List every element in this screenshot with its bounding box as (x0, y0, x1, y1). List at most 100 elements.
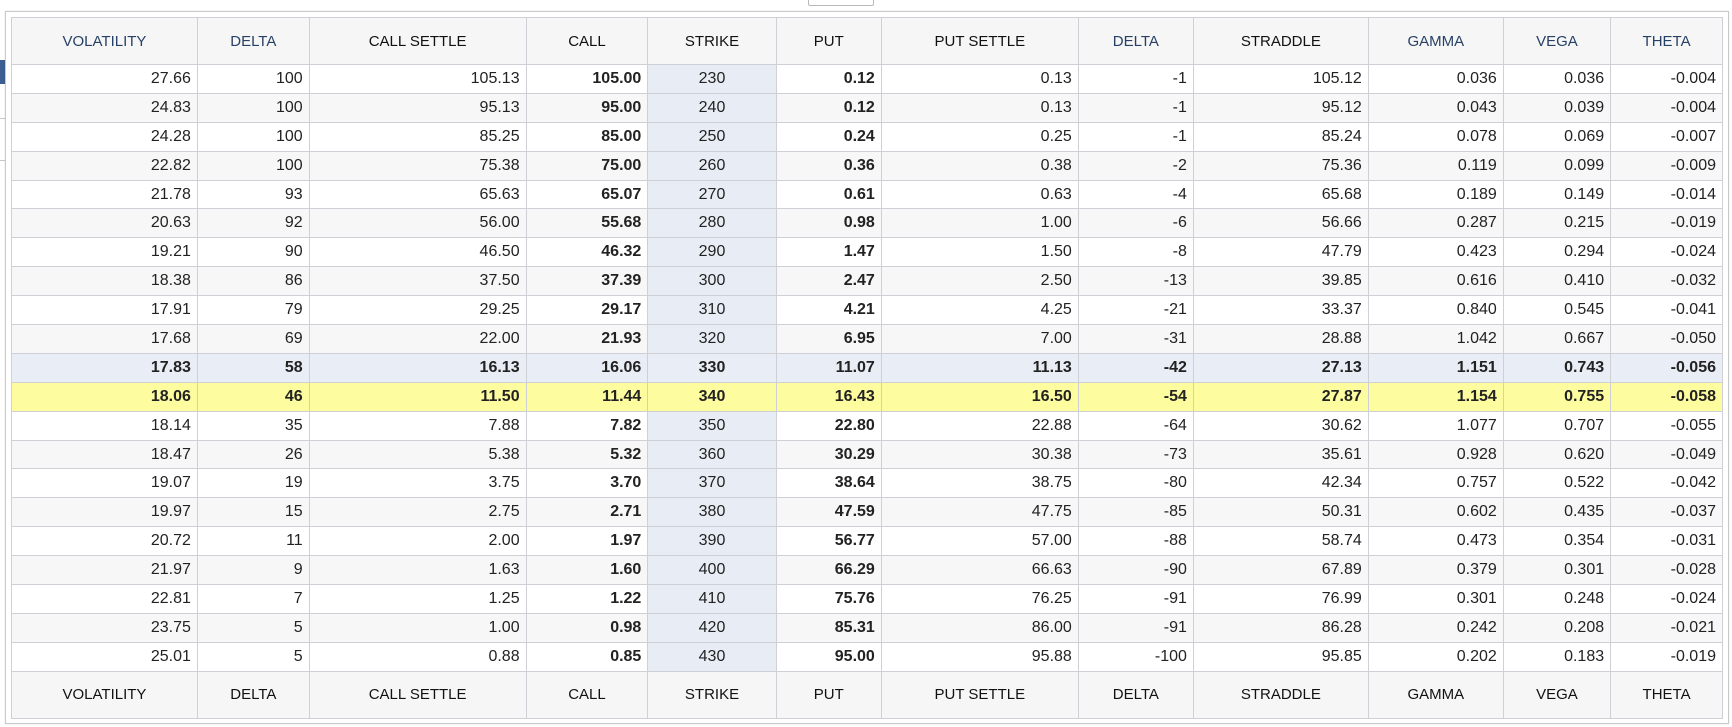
cell-call-delta: 100 (196, 92, 310, 123)
cell-put-settle: 0.25 (880, 121, 1079, 152)
cell-call-settle: 7.88 (308, 410, 527, 441)
cell-call-delta: 86 (196, 266, 310, 297)
col-header-straddle[interactable]: STRADDLE (1192, 17, 1369, 65)
col-header-theta[interactable]: THETA (1610, 17, 1723, 65)
cell-straddle: 35.61 (1192, 439, 1369, 470)
cell-gamma: 1.042 (1367, 324, 1504, 354)
table-row[interactable]: 17.91 79 29.25 29.17 310 4.21 4.25 -21 33.37 0.84… (11, 295, 1723, 326)
table-row[interactable]: 23.75 5 1.00 0.98 420 85.31 86.00 -91 86.28 0.242… (11, 612, 1723, 643)
cell-put-delta: -100 (1077, 641, 1194, 672)
cell-straddle: 30.62 (1192, 410, 1369, 441)
col-header-strike[interactable]: STRIKE (647, 17, 777, 65)
cell-call-settle: 0.88 (308, 641, 527, 672)
cell-strike: 380 (647, 497, 777, 528)
cell-put: 1.47 (775, 237, 882, 268)
cell-theta: -0.058 (1610, 381, 1723, 412)
col-header-put[interactable]: PUT (775, 17, 882, 65)
cell-vega: 0.208 (1502, 612, 1612, 643)
col-footer-call: CALL (525, 670, 649, 719)
cell-call-settle: 37.50 (308, 266, 527, 297)
cell-put-settle: 7.00 (880, 324, 1079, 354)
cell-volatility: 23.75 (11, 612, 198, 643)
cell-put-settle: 0.38 (880, 150, 1079, 181)
cell-volatility: 17.68 (11, 324, 198, 354)
cell-put-delta: -91 (1077, 584, 1194, 614)
table-row[interactable]: 19.07 19 3.75 3.70 370 38.64 38.75 -80 42.34 0.75… (11, 468, 1723, 499)
table-row[interactable]: 19.21 90 46.50 46.32 290 1.47 1.50 -8 47.79 0.423… (11, 237, 1723, 268)
cell-call-delta: 35 (196, 410, 310, 441)
cell-theta: -0.042 (1610, 468, 1723, 499)
table-row[interactable]: 25.01 5 0.88 0.85 430 95.00 95.88 -100 95.85 0.20… (11, 641, 1723, 672)
col-header-volatility[interactable]: VOLATILITY (11, 17, 198, 65)
cell-gamma: 0.242 (1367, 612, 1504, 643)
cell-gamma: 0.202 (1367, 641, 1504, 672)
table-row[interactable]: 19.97 15 2.75 2.71 380 47.59 47.75 -85 50.31 0.60… (11, 497, 1723, 528)
cell-strike: 300 (647, 266, 777, 297)
cell-put: 0.61 (775, 179, 882, 210)
table-row[interactable]: 20.63 92 56.00 55.68 280 0.98 1.00 -6 56.66 0.287… (11, 208, 1723, 239)
table-row[interactable]: 21.97 9 1.63 1.60 400 66.29 66.63 -90 67.89 0.379… (11, 555, 1723, 586)
cell-gamma: 1.077 (1367, 410, 1504, 441)
cell-strike: 330 (647, 352, 777, 383)
cell-strike: 310 (647, 295, 777, 326)
col-header-put-settle[interactable]: PUT SETTLE (880, 17, 1079, 65)
table-row[interactable]: 18.38 86 37.50 37.39 300 2.47 2.50 -13 39.85 0.61… (11, 266, 1723, 297)
col-header-call-delta[interactable]: DELTA (196, 17, 310, 65)
cell-call-delta: 11 (196, 526, 310, 557)
cell-put-delta: -21 (1077, 295, 1194, 326)
cell-volatility: 24.28 (11, 121, 198, 152)
cell-volatility: 18.38 (11, 266, 198, 297)
top-tab-handle[interactable] (808, 0, 874, 6)
cell-straddle: 67.89 (1192, 555, 1369, 586)
col-header-vega[interactable]: VEGA (1502, 17, 1612, 65)
cell-put: 22.80 (775, 410, 882, 441)
cell-gamma: 0.423 (1367, 237, 1504, 268)
cell-put-settle: 16.50 (880, 381, 1079, 412)
table-row[interactable]: 21.78 93 65.63 65.07 270 0.61 0.63 -4 65.68 0.189… (11, 179, 1723, 210)
cell-put: 0.12 (775, 92, 882, 123)
col-header-put-delta[interactable]: DELTA (1077, 17, 1194, 65)
table-row[interactable]: 24.28 100 85.25 85.00 250 0.24 0.25 -1 85.24 0.07… (11, 121, 1723, 152)
cell-straddle: 76.99 (1192, 584, 1369, 614)
cell-call-delta: 9 (196, 555, 310, 586)
cell-call-settle: 85.25 (308, 121, 527, 152)
cell-volatility: 25.01 (11, 641, 198, 672)
table-row[interactable]: 17.83 58 16.13 16.06 330 11.07 11.13 -42 27.13 1.… (11, 352, 1723, 383)
cell-gamma: 1.151 (1367, 352, 1504, 383)
cell-theta: -0.019 (1610, 641, 1723, 672)
cell-put: 75.76 (775, 584, 882, 614)
cell-put-settle: 47.75 (880, 497, 1079, 528)
table-row[interactable]: 18.14 35 7.88 7.82 350 22.80 22.88 -64 30.62 1.07… (11, 410, 1723, 441)
cell-straddle: 50.31 (1192, 497, 1369, 528)
left-divider (0, 118, 6, 119)
col-header-call[interactable]: CALL (525, 17, 649, 65)
table-row[interactable]: 17.68 69 22.00 21.93 320 6.95 7.00 -31 28.88 1.04… (11, 324, 1723, 354)
table-row[interactable]: 20.72 11 2.00 1.97 390 56.77 57.00 -88 58.74 0.47… (11, 526, 1723, 557)
table-row[interactable]: 24.83 100 95.13 95.00 240 0.12 0.13 -1 95.12 0.04… (11, 92, 1723, 123)
table-row[interactable]: 27.66 100 105.13 105.00 230 0.12 0.13 -1 105.12 0… (11, 64, 1723, 94)
cell-volatility: 22.82 (11, 150, 198, 181)
cell-call: 75.00 (525, 150, 649, 181)
table-row[interactable]: 18.47 26 5.38 5.32 360 30.29 30.38 -73 35.61 0.92… (11, 439, 1723, 470)
cell-straddle: 27.87 (1192, 381, 1369, 412)
col-footer-put-delta: DELTA (1077, 670, 1194, 719)
col-header-call-settle[interactable]: CALL SETTLE (308, 17, 527, 65)
table-row[interactable]: 22.81 7 1.25 1.22 410 75.76 76.25 -91 76.99 0.301… (11, 584, 1723, 614)
col-header-gamma[interactable]: GAMMA (1367, 17, 1504, 65)
cell-gamma: 0.078 (1367, 121, 1504, 152)
cell-put-settle: 22.88 (880, 410, 1079, 441)
cell-strike: 260 (647, 150, 777, 181)
cell-gamma: 0.379 (1367, 555, 1504, 586)
cell-put: 0.12 (775, 64, 882, 94)
cell-straddle: 39.85 (1192, 266, 1369, 297)
table-row[interactable]: 18.06 46 11.50 11.44 340 16.43 16.50 -54 27.87 1.… (11, 381, 1723, 412)
cell-gamma: 0.840 (1367, 295, 1504, 326)
cell-theta: -0.024 (1610, 237, 1723, 268)
cell-call: 11.44 (525, 381, 649, 412)
cell-put-settle: 1.50 (880, 237, 1079, 268)
cell-put-delta: -1 (1077, 121, 1194, 152)
cell-put-delta: -4 (1077, 179, 1194, 210)
table-row[interactable]: 22.82 100 75.38 75.00 260 0.36 0.38 -2 75.36 0.11… (11, 150, 1723, 181)
cell-vega: 0.183 (1502, 641, 1612, 672)
cell-theta: -0.050 (1610, 324, 1723, 354)
